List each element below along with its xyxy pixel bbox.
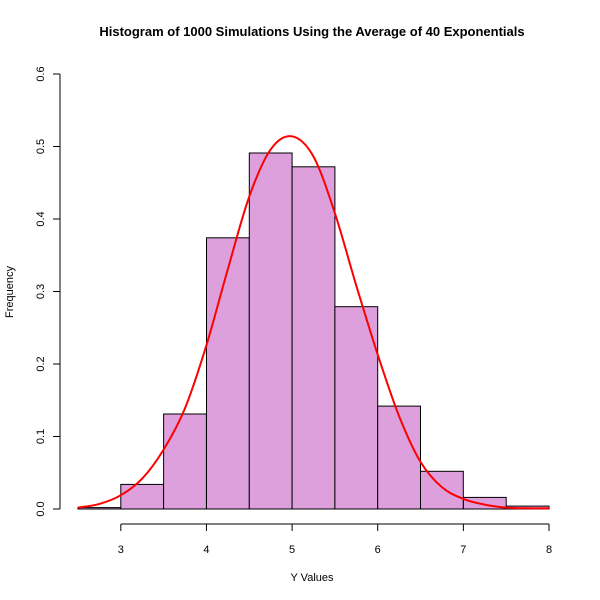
y-axis: 0.0 0.1 0.2 0.3 0.4 0.5 0.6 [35,66,61,517]
density-curve [77,135,550,510]
histogram-bar-8 [420,470,464,510]
histogram-bar-4 [248,152,293,510]
x-tick-label: 4 [203,544,209,556]
histogram-bar-2 [163,413,207,510]
histogram-bar-3 [206,237,250,510]
histogram-bar-9 [462,496,507,510]
histogram-bar-7 [377,405,422,510]
histogram-bar-5 [291,166,336,510]
y-axis-label: Frequency [4,266,16,318]
y-tick-label: 0.2 [35,356,47,371]
y-tick-label: 0.6 [35,66,47,81]
histogram-bar-0 [77,507,122,510]
x-axis-label: Y Values [290,572,334,584]
y-tick-label: 0.1 [35,429,47,444]
y-tick-label: 0.0 [35,501,47,516]
x-tick-label: 3 [118,544,124,556]
histogram-bar-6 [334,306,379,510]
bars-group [77,152,550,510]
y-tick-label: 0.4 [35,211,47,226]
chart-title: Histogram of 1000 Simulations Using the … [99,24,524,39]
y-tick-label: 0.3 [35,284,47,299]
x-tick-label: 5 [289,544,295,556]
x-tick-label: 7 [460,544,466,556]
x-tick-label: 8 [546,544,552,556]
x-axis: 3 4 5 6 7 8 [118,523,552,556]
histogram-bar-1 [120,483,165,510]
y-tick-label: 0.5 [35,139,47,154]
x-tick-label: 6 [375,544,381,556]
